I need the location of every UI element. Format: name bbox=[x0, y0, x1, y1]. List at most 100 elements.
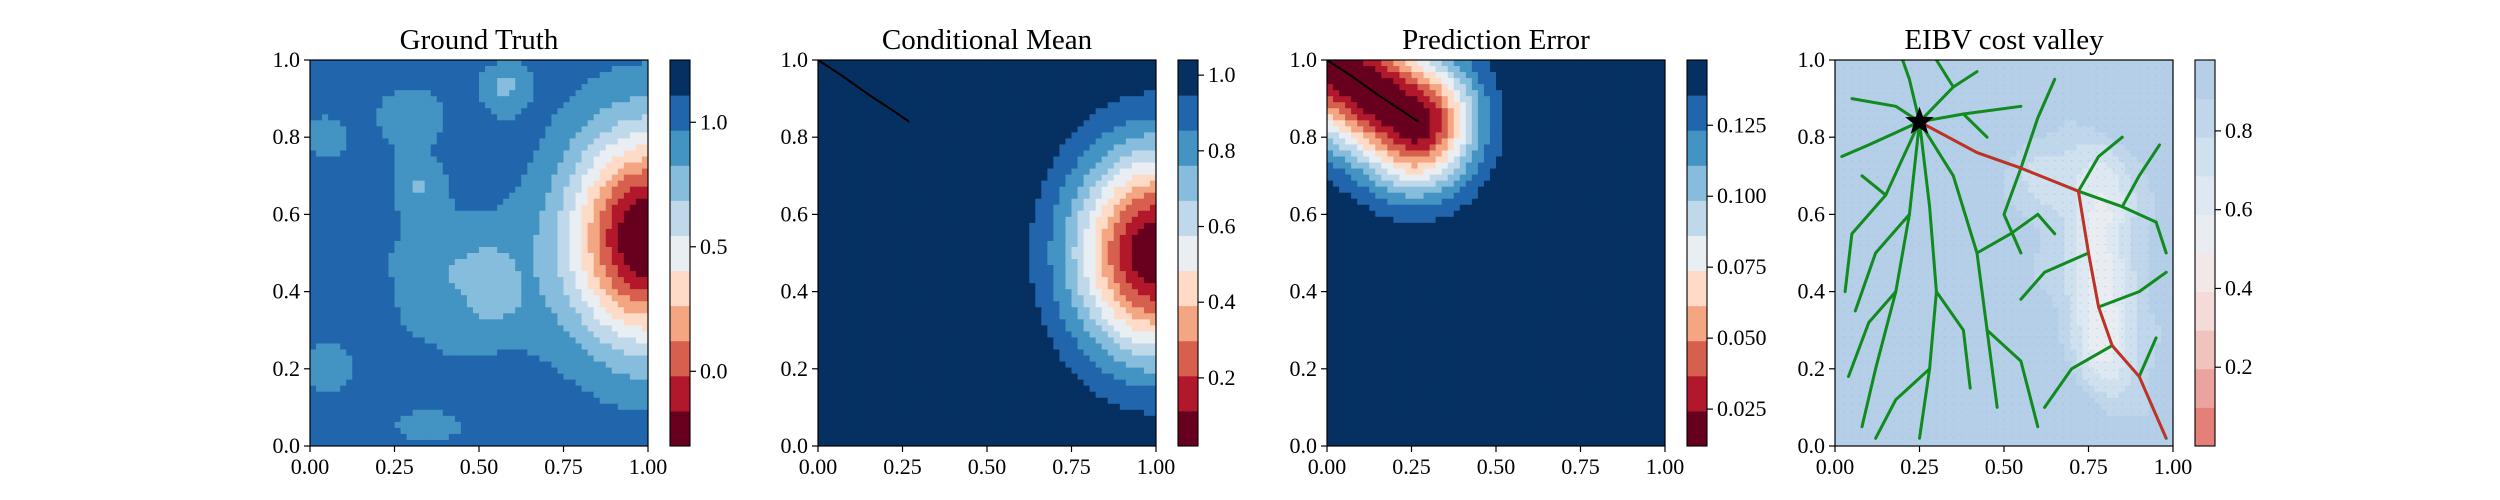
heatmap-cell bbox=[908, 126, 916, 133]
heatmap-cell bbox=[466, 409, 474, 417]
heatmap-cell bbox=[1131, 156, 1139, 164]
heatmap-cell bbox=[1053, 192, 1061, 200]
heatmap-cell bbox=[890, 162, 898, 170]
heatmap-cell bbox=[611, 240, 619, 248]
heatmap-cell bbox=[316, 114, 323, 121]
heatmap-cell bbox=[454, 144, 462, 152]
heatmap-cell bbox=[587, 319, 595, 326]
heatmap-cell bbox=[479, 343, 486, 351]
heatmap-cell bbox=[454, 90, 462, 97]
heatmap-cell bbox=[1011, 66, 1018, 73]
heatmap-cell bbox=[454, 96, 462, 103]
heatmap-cell bbox=[460, 90, 468, 97]
heatmap-cell bbox=[412, 180, 420, 188]
heatmap-cell bbox=[968, 174, 976, 182]
heatmap-cell bbox=[491, 313, 498, 320]
heatmap-cell bbox=[418, 72, 426, 79]
heatmap-cell bbox=[1143, 126, 1151, 133]
heatmap-cell bbox=[316, 415, 323, 423]
heatmap-cell bbox=[830, 192, 837, 200]
heatmap-cell bbox=[334, 379, 341, 387]
heatmap-cell bbox=[884, 168, 892, 176]
heatmap-cell bbox=[358, 84, 365, 91]
heatmap-cell bbox=[818, 132, 825, 140]
heatmap-cell bbox=[364, 174, 371, 182]
heatmap-cell bbox=[581, 132, 589, 140]
heatmap-cell bbox=[479, 307, 486, 314]
heatmap-cell bbox=[539, 102, 546, 109]
heatmap-cell bbox=[521, 222, 528, 230]
heatmap-cell bbox=[557, 114, 565, 121]
heatmap-cell bbox=[866, 132, 873, 140]
heatmap-cell bbox=[569, 150, 577, 158]
heatmap-cell bbox=[926, 162, 934, 170]
heatmap-cell bbox=[551, 307, 559, 314]
heatmap-cell bbox=[400, 246, 408, 254]
heatmap-cell bbox=[551, 271, 559, 278]
heatmap-cell bbox=[491, 283, 498, 290]
heatmap-cell bbox=[376, 192, 384, 200]
heatmap-cell bbox=[497, 234, 504, 242]
heatmap-cell bbox=[418, 90, 426, 97]
heatmap-cell bbox=[623, 343, 631, 351]
heatmap-cell bbox=[533, 168, 540, 176]
heatmap-cell bbox=[322, 385, 329, 393]
heatmap-cell bbox=[382, 415, 390, 423]
heatmap-cell bbox=[1059, 84, 1067, 91]
heatmap-cell bbox=[316, 204, 323, 212]
heatmap-cell bbox=[430, 228, 438, 236]
heatmap-cell bbox=[1089, 126, 1097, 133]
heatmap-cell bbox=[629, 102, 637, 109]
heatmap-cell bbox=[322, 337, 329, 345]
heatmap-cell bbox=[557, 162, 565, 170]
heatmap-cell bbox=[563, 313, 571, 320]
heatmap-cell bbox=[509, 271, 516, 278]
heatmap-cell bbox=[394, 277, 402, 284]
heatmap-cell bbox=[1023, 114, 1030, 121]
heatmap-cell bbox=[485, 126, 492, 133]
heatmap-cell bbox=[581, 427, 589, 435]
heatmap-cell bbox=[388, 283, 396, 290]
heatmap-cell bbox=[605, 379, 613, 387]
heatmap-cell bbox=[1095, 78, 1103, 85]
heatmap-cell bbox=[472, 337, 480, 345]
heatmap-cell bbox=[890, 204, 898, 212]
heatmap-cell bbox=[497, 265, 504, 272]
heatmap-cell bbox=[430, 403, 438, 411]
heatmap-cell bbox=[551, 204, 559, 212]
heatmap-cell bbox=[551, 198, 559, 206]
heatmap-cell bbox=[436, 355, 444, 363]
heatmap-cell bbox=[340, 361, 347, 369]
heatmap-cell bbox=[545, 192, 553, 200]
heatmap-cell bbox=[460, 295, 468, 302]
heatmap-cell bbox=[400, 78, 408, 85]
heatmap-cell bbox=[860, 126, 867, 133]
heatmap-cell bbox=[848, 72, 855, 79]
heatmap-cell bbox=[479, 253, 486, 260]
heatmap-cell bbox=[472, 403, 480, 411]
heatmap-cell bbox=[599, 253, 607, 260]
heatmap-cell bbox=[406, 313, 414, 320]
heatmap-cell bbox=[611, 355, 619, 363]
heatmap-cell bbox=[400, 72, 408, 79]
heatmap-cell bbox=[370, 60, 377, 67]
heatmap-cell bbox=[310, 265, 317, 272]
heatmap-cell bbox=[545, 385, 553, 393]
heatmap-cell bbox=[956, 192, 964, 200]
heatmap-cell bbox=[460, 168, 468, 176]
heatmap-cell bbox=[539, 415, 546, 423]
heatmap-cell bbox=[521, 246, 528, 254]
heatmap-cell bbox=[551, 228, 559, 236]
heatmap-cell bbox=[454, 331, 462, 339]
heatmap-cell bbox=[1071, 126, 1079, 133]
heatmap-cell bbox=[635, 222, 643, 230]
heatmap-cell bbox=[830, 96, 837, 103]
heatmap-cell bbox=[509, 427, 516, 435]
heatmap-cell bbox=[1113, 102, 1121, 109]
heatmap-cell bbox=[346, 216, 353, 224]
heatmap-cell bbox=[400, 162, 408, 170]
heatmap-cell bbox=[1011, 186, 1018, 194]
heatmap-cell bbox=[599, 277, 607, 284]
heatmap-cell bbox=[563, 385, 571, 393]
heatmap-cell bbox=[370, 403, 377, 411]
